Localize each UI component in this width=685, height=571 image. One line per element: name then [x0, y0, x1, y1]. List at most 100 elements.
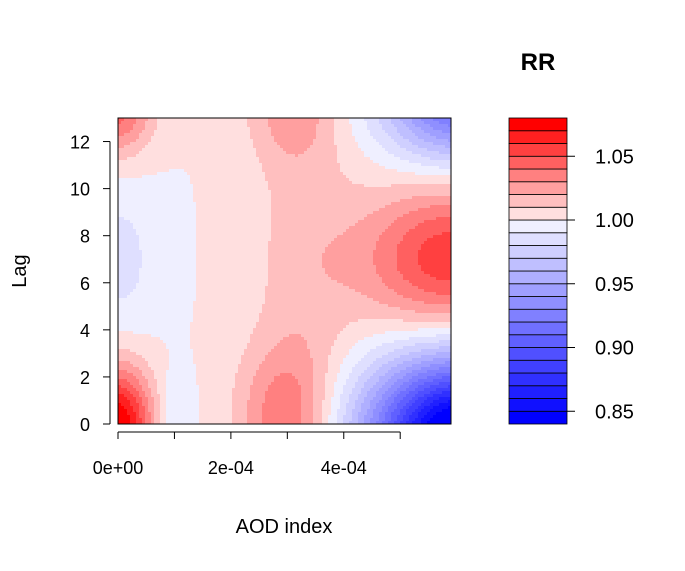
- contour-cell: [298, 175, 302, 179]
- contour-cell: [424, 196, 428, 200]
- contour-cell: [274, 187, 278, 191]
- contour-cell: [358, 199, 362, 203]
- contour-cell: [445, 196, 449, 200]
- contour-cell: [271, 217, 275, 221]
- contour-cell: [229, 220, 233, 224]
- contour-cell: [256, 139, 260, 143]
- contour-cell: [268, 199, 272, 203]
- contour-cell: [316, 169, 320, 173]
- contour-cell: [235, 181, 239, 185]
- contour-cell: [334, 139, 338, 143]
- contour-cell: [202, 214, 206, 218]
- contour-cell: [181, 160, 185, 164]
- contour-cell: [295, 211, 299, 215]
- contour-cell: [175, 184, 179, 188]
- contour-cell: [430, 220, 434, 224]
- contour-cell: [343, 178, 347, 182]
- contour-cell: [346, 166, 350, 170]
- contour-cell: [301, 145, 305, 149]
- contour-cell: [169, 205, 173, 209]
- contour-cell: [277, 223, 281, 227]
- contour-cell: [175, 193, 179, 197]
- contour-cell: [247, 220, 251, 224]
- contour-cell: [391, 157, 395, 161]
- contour-cell: [400, 175, 404, 179]
- contour-cell: [244, 181, 248, 185]
- contour-cell: [448, 217, 451, 221]
- contour-cell: [376, 208, 380, 212]
- contour-cell: [223, 139, 227, 143]
- contour-cell: [379, 205, 383, 209]
- contour-cell: [124, 130, 128, 134]
- contour-cell: [217, 157, 221, 161]
- contour-cell: [376, 169, 380, 173]
- contour-cell: [244, 175, 248, 179]
- contour-cell: [382, 223, 386, 227]
- contour-cell: [211, 175, 215, 179]
- contour-cell: [352, 139, 356, 143]
- contour-cell: [322, 187, 326, 191]
- contour-cell: [184, 127, 188, 131]
- contour-cell: [397, 151, 401, 155]
- contour-cell: [439, 193, 443, 197]
- contour-cell: [421, 187, 425, 191]
- contour-cell: [205, 139, 209, 143]
- contour-cell: [271, 214, 275, 218]
- contour-cell: [238, 124, 242, 128]
- contour-cell: [148, 136, 152, 140]
- contour-cell: [388, 145, 392, 149]
- contour-cell: [121, 124, 125, 128]
- contour-cell: [319, 223, 323, 227]
- contour-cell: [274, 172, 278, 176]
- contour-cell: [193, 136, 197, 140]
- contour-cell: [394, 118, 398, 122]
- contour-cell: [424, 172, 428, 176]
- contour-cell: [172, 199, 176, 203]
- contour-cell: [175, 208, 179, 212]
- contour-cell: [304, 190, 308, 194]
- contour-cell: [394, 205, 398, 209]
- contour-cell: [196, 214, 200, 218]
- contour-cell: [382, 199, 386, 203]
- contour-cell: [202, 208, 206, 212]
- contour-cell: [277, 205, 281, 209]
- contour-cell: [331, 154, 335, 158]
- contour-cell: [349, 124, 353, 128]
- contour-cell: [178, 196, 182, 200]
- contour-cell: [181, 208, 185, 212]
- contour-cell: [139, 187, 143, 191]
- contour-cell: [283, 136, 287, 140]
- contour-cell: [382, 127, 386, 131]
- contour-cell: [202, 223, 206, 227]
- contour-cell: [418, 199, 422, 203]
- contour-cell: [283, 130, 287, 134]
- contour-cell: [397, 211, 401, 215]
- contour-cell: [262, 121, 266, 125]
- contour-cell: [397, 145, 401, 149]
- contour-cell: [358, 151, 362, 155]
- contour-cell: [385, 163, 389, 167]
- contour-cell: [139, 199, 143, 203]
- contour-cell: [424, 142, 428, 146]
- contour-cell: [412, 217, 416, 221]
- contour-cell: [373, 163, 377, 167]
- contour-cell: [358, 205, 362, 209]
- contour-cell: [202, 184, 206, 188]
- contour-cell: [181, 139, 185, 143]
- contour-cell: [121, 202, 125, 206]
- contour-cell: [154, 202, 158, 206]
- contour-cell: [301, 178, 305, 182]
- contour-cell: [118, 220, 122, 224]
- contour-cell: [202, 220, 206, 224]
- contour-cell: [421, 157, 425, 161]
- contour-cell: [331, 211, 335, 215]
- contour-cell: [337, 154, 341, 158]
- contour-cell: [295, 202, 299, 206]
- contour-cell: [124, 172, 128, 176]
- contour-cell: [238, 157, 242, 161]
- contour-cell: [190, 145, 194, 149]
- contour-cell: [268, 148, 272, 152]
- contour-cell: [406, 148, 410, 152]
- contour-cell: [292, 196, 296, 200]
- contour-cell: [250, 160, 254, 164]
